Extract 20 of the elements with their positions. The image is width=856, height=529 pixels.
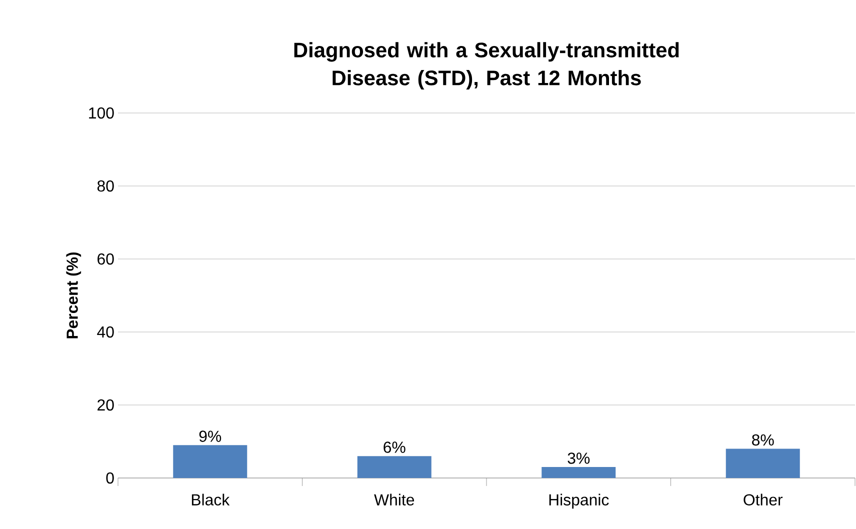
data-label: 8% xyxy=(752,434,774,446)
x-tick-label: Hispanic xyxy=(549,494,609,509)
y-tick-label: 60 xyxy=(98,253,114,265)
y-axis-title: Percent (%) xyxy=(66,252,82,338)
chart-title: Diagnosed with a Sexually-transmitted Disease (STD), Past 12 Months xyxy=(294,42,679,90)
x-tick-label: White xyxy=(374,494,414,506)
y-tick-label: 80 xyxy=(97,180,114,192)
y-tick-label: 100 xyxy=(89,107,114,119)
y-tick-label: 0 xyxy=(106,472,114,484)
data-label: 9% xyxy=(199,430,222,442)
bar xyxy=(726,448,800,478)
bar xyxy=(173,445,248,478)
data-label: 3% xyxy=(568,452,590,464)
x-tick-label: Other xyxy=(744,494,783,506)
data-label: 6% xyxy=(384,442,406,453)
bar xyxy=(542,467,616,478)
y-tick-label: 20 xyxy=(98,399,114,411)
bar xyxy=(357,456,432,478)
y-tick-label: 40 xyxy=(97,326,114,338)
x-tick-label: Black xyxy=(192,494,230,506)
